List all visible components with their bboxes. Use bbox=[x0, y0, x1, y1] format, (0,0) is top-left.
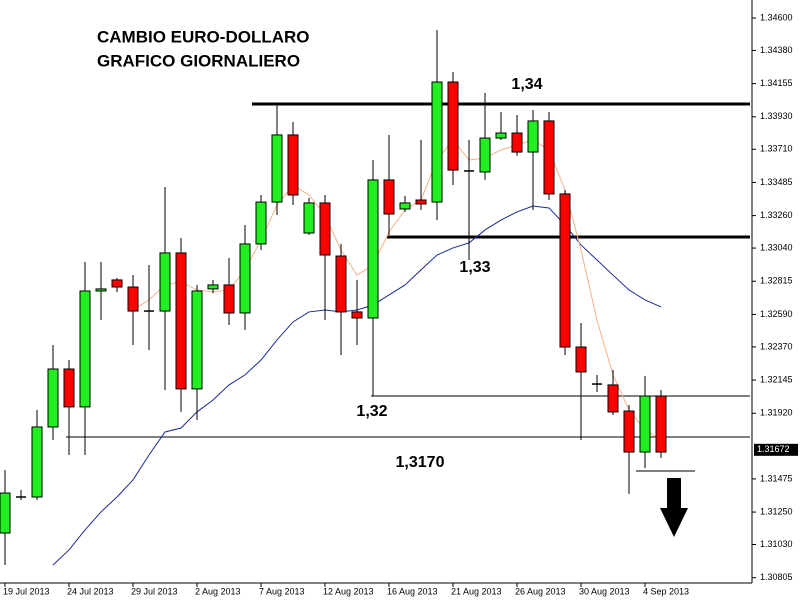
candle-body bbox=[79, 290, 91, 408]
y-tick-label: 1.31475 bbox=[760, 473, 793, 483]
candle-body bbox=[207, 284, 219, 290]
candle-body bbox=[527, 120, 539, 153]
x-tick-label: 12 Aug 2013 bbox=[323, 586, 374, 596]
level-label: 1,32 bbox=[356, 403, 387, 420]
y-tick-label: 1.33260 bbox=[760, 210, 793, 220]
y-tick-label: 1.34155 bbox=[760, 78, 793, 88]
candle-body bbox=[47, 368, 59, 428]
candle-body bbox=[559, 193, 571, 348]
x-tick-label: 2 Aug 2013 bbox=[195, 586, 241, 596]
candle-body bbox=[639, 395, 651, 453]
candle-body bbox=[575, 346, 587, 373]
candle-body bbox=[239, 243, 251, 314]
candle-body bbox=[111, 279, 123, 288]
candle-body bbox=[399, 202, 411, 210]
x-tick-label: 24 Jul 2013 bbox=[67, 586, 114, 596]
y-tick-label: 1.33930 bbox=[760, 111, 793, 121]
y-tick-label: 1.32370 bbox=[760, 341, 793, 351]
candle-body bbox=[191, 290, 203, 390]
candle-body bbox=[31, 426, 43, 498]
candle-body bbox=[175, 252, 187, 390]
candle-body bbox=[431, 81, 443, 203]
chart-title: GRAFICO GIORNALIERO bbox=[97, 51, 300, 70]
candle-body bbox=[607, 384, 619, 413]
candle-body bbox=[335, 255, 347, 313]
y-tick-label: 1.33710 bbox=[760, 144, 793, 154]
candle-body bbox=[479, 137, 491, 173]
candle-body bbox=[543, 120, 555, 195]
candle-body bbox=[127, 286, 139, 312]
x-tick-label: 16 Aug 2013 bbox=[387, 586, 438, 596]
candle-body bbox=[511, 132, 523, 153]
candle-body bbox=[287, 134, 299, 196]
candle-body bbox=[303, 202, 315, 234]
candle-body bbox=[255, 201, 267, 245]
y-tick-label: 1.34380 bbox=[760, 45, 793, 55]
level-label: 1,33 bbox=[459, 259, 490, 276]
candle-body bbox=[159, 252, 171, 312]
y-tick-label: 1.30805 bbox=[760, 572, 793, 582]
y-tick-label: 1.33040 bbox=[760, 242, 793, 252]
down-arrow bbox=[660, 478, 688, 537]
y-tick-label: 1.32145 bbox=[760, 374, 793, 384]
x-tick-label: 7 Aug 2013 bbox=[259, 586, 305, 596]
candle-body bbox=[495, 132, 507, 139]
candle-body bbox=[271, 134, 283, 203]
x-tick-label: 4 Sep 2013 bbox=[643, 586, 689, 596]
candle-body bbox=[63, 368, 75, 408]
last-price-box bbox=[754, 443, 798, 456]
chart-title: CAMBIO EURO-DOLLARO bbox=[97, 27, 309, 46]
candle-body bbox=[351, 311, 363, 319]
y-tick-label: 1.34600 bbox=[760, 12, 793, 22]
y-tick-label: 1.31030 bbox=[760, 539, 793, 549]
candle-body bbox=[95, 288, 107, 292]
candle-body bbox=[319, 202, 331, 256]
candle-body bbox=[383, 179, 395, 215]
y-tick-label: 1.31920 bbox=[760, 408, 793, 418]
candle-body bbox=[367, 179, 379, 319]
x-tick-label: 19 Jul 2013 bbox=[3, 586, 50, 596]
last-price-label: 1.31672 bbox=[757, 444, 790, 454]
candle-body bbox=[415, 199, 427, 205]
moving-average bbox=[132, 139, 662, 441]
candle-body bbox=[223, 284, 235, 314]
y-tick-label: 1.33485 bbox=[760, 177, 793, 187]
y-tick-label: 1.32815 bbox=[760, 276, 793, 286]
x-tick-label: 21 Aug 2013 bbox=[451, 586, 502, 596]
x-tick-label: 26 Aug 2013 bbox=[515, 586, 566, 596]
candle-body bbox=[623, 410, 635, 453]
candle-body bbox=[447, 81, 459, 171]
x-tick-label: 29 Jul 2013 bbox=[131, 586, 178, 596]
candle-body bbox=[655, 395, 667, 453]
y-tick-label: 1.32590 bbox=[760, 309, 793, 319]
x-tick-label: 30 Aug 2013 bbox=[579, 586, 630, 596]
y-tick-label: 1.31250 bbox=[760, 506, 793, 516]
level-label: 1,3170 bbox=[396, 454, 445, 471]
level-label: 1,34 bbox=[511, 76, 542, 93]
candle-body bbox=[0, 492, 11, 534]
